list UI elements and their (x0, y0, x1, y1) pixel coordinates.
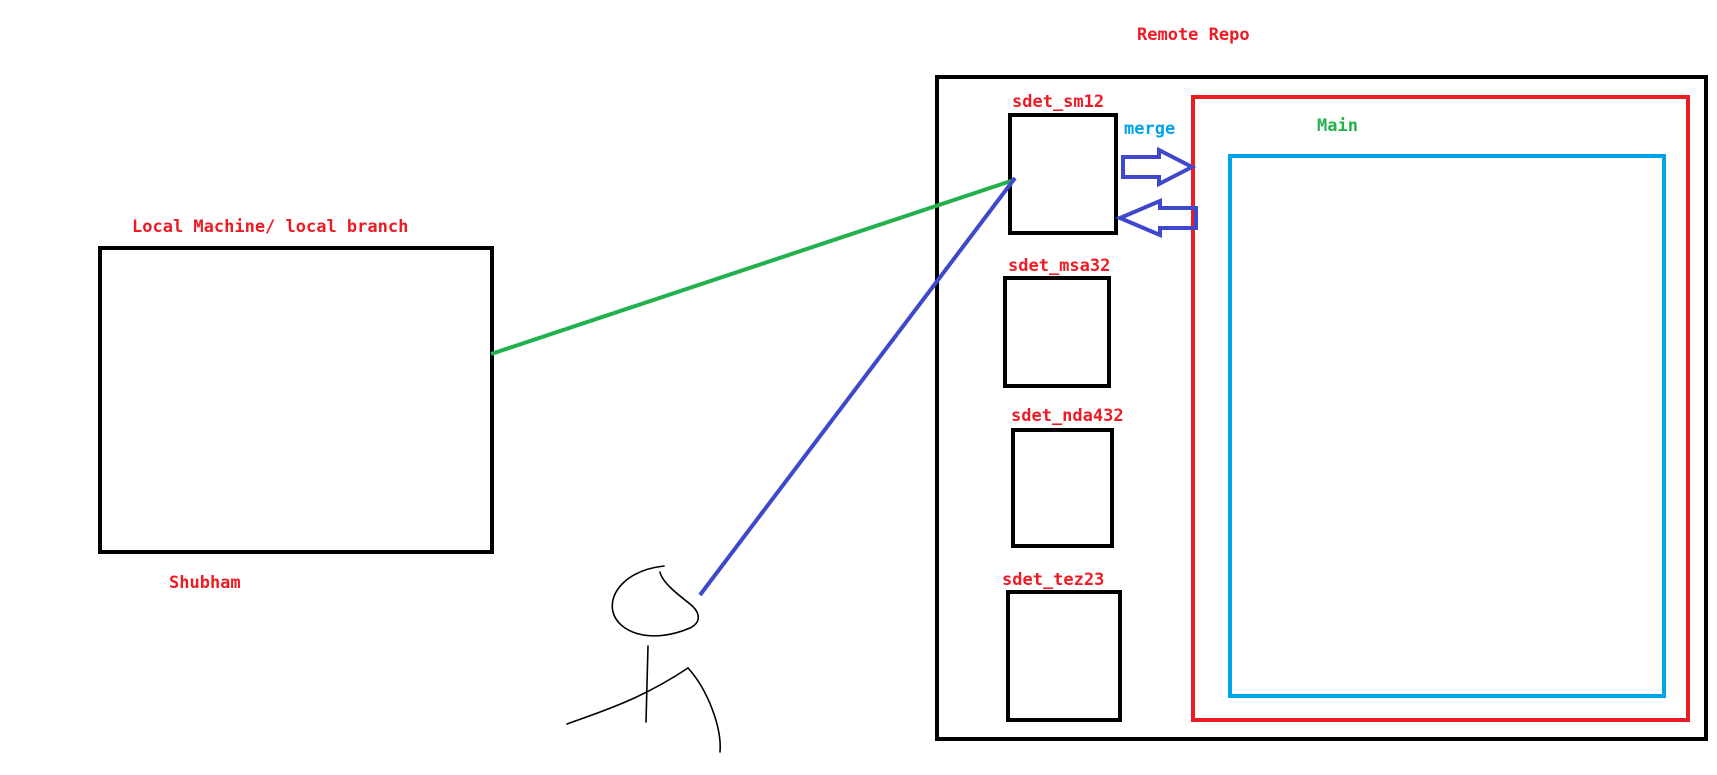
branch-label: sdet_nda432 (1011, 406, 1124, 426)
branch-sdet-msa32: sdet_msa32 (1003, 256, 1111, 388)
branch-box (1011, 428, 1114, 548)
branch-box (1003, 276, 1111, 388)
branch-label: sdet_sm12 (1012, 92, 1104, 112)
branch-sdet-sm12: sdet_sm12 (1008, 92, 1118, 235)
merge-label: merge (1124, 119, 1175, 139)
main-label: Main (1317, 116, 1358, 136)
arrow-right-icon (1121, 146, 1197, 188)
arrow-left-icon (1114, 197, 1198, 239)
stick-figure-person-icon (566, 565, 721, 753)
branch-sdet-tez23: sdet_tez23 (1002, 570, 1122, 722)
branch-box (1008, 113, 1118, 235)
local-to-branch-link (490, 178, 1015, 356)
local-machine-title: Local Machine/ local branch (132, 217, 408, 237)
branch-label: sdet_tez23 (1002, 570, 1104, 590)
main-inner-box (1228, 154, 1666, 698)
local-machine-box (98, 246, 494, 554)
remote-repo-box (935, 75, 1708, 741)
remote-repo-title: Remote Repo (1137, 25, 1250, 45)
branch-label: sdet_msa32 (1008, 256, 1110, 276)
main-outer-box (1191, 95, 1690, 722)
person-to-branch-link (698, 176, 1017, 597)
branch-box (1006, 590, 1122, 722)
local-owner-label: Shubham (169, 573, 241, 593)
branch-sdet-nda432: sdet_nda432 (1011, 406, 1124, 548)
